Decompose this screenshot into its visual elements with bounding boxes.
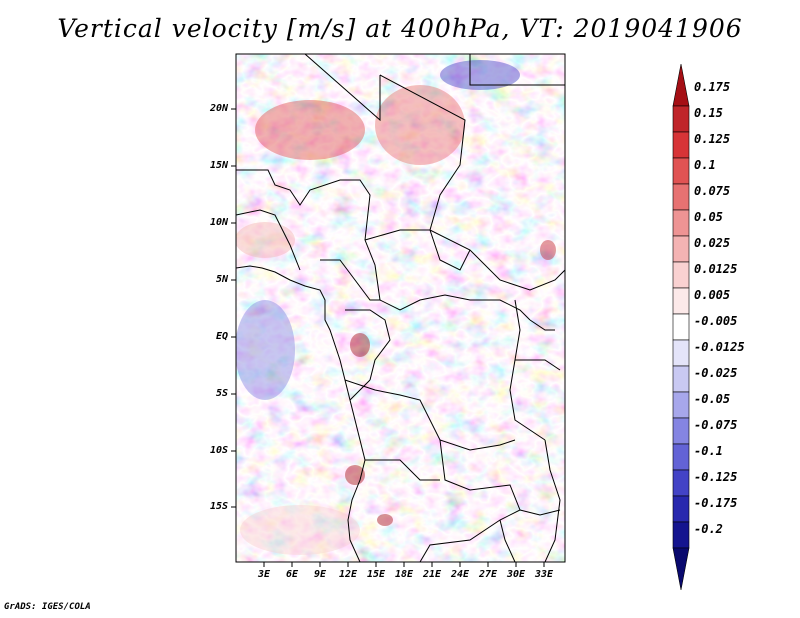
colorbar-label: -0.025 (694, 366, 738, 380)
lon-label: 18E (394, 569, 414, 580)
colorbar-segment (672, 521, 690, 549)
colorbar-max-arrow (672, 63, 690, 107)
map-panel (235, 53, 566, 563)
lat-label: EQ (215, 331, 228, 342)
colorbar-segment (672, 157, 690, 185)
colorbar-segment (672, 417, 690, 445)
lon-label: 21E (422, 569, 442, 580)
colorbar-label: 0.125 (694, 132, 731, 146)
colorbar-label: 0.075 (694, 184, 731, 198)
west-africa-coastline (236, 265, 366, 562)
lon-label: 24E (450, 569, 470, 580)
lon-label: 6E (285, 569, 299, 580)
lon-label: 12E (338, 569, 358, 580)
colorbar (672, 63, 690, 591)
colorbar-label: 0.05 (694, 210, 723, 224)
colorbar-label: -0.125 (694, 470, 738, 484)
lat-label: 5N (215, 274, 228, 285)
colorbar-label: 0.15 (694, 106, 723, 120)
colorbar-label: -0.005 (694, 314, 738, 328)
lon-label: 33E (534, 569, 554, 580)
colorbar-segment (672, 287, 690, 315)
colorbar-min-arrow (672, 547, 690, 591)
colorbar-label: 0.175 (694, 80, 731, 94)
colorbar-segment (672, 365, 690, 393)
map-title: Vertical velocity [m/s] at 400hPa, VT: 2… (57, 14, 743, 43)
colorbar-label: 0.025 (694, 236, 731, 250)
colorbar-segment (672, 209, 690, 237)
field-highlights (236, 60, 556, 555)
lon-label: 27E (478, 569, 498, 580)
lon-label: 30E (506, 569, 526, 580)
lat-label: 15N (209, 160, 228, 171)
colorbar-label: -0.2 (694, 522, 723, 536)
colorbar-label: -0.0125 (694, 340, 745, 354)
colorbar-label: 0.1 (694, 158, 716, 172)
colorbar-segment (672, 443, 690, 471)
vertical-velocity-field (236, 54, 565, 562)
colorbar-segment (672, 313, 690, 341)
grads-credit: GrADS: IGES/COLA (4, 602, 91, 612)
lat-label: 5S (215, 388, 228, 399)
map-frame (235, 53, 566, 563)
colorbar-segment (672, 183, 690, 211)
colorbar-label: -0.075 (694, 418, 738, 432)
colorbar-label: 0.005 (694, 288, 731, 302)
colorbar-segment (672, 391, 690, 419)
colorbar-segment (672, 105, 690, 133)
colorbar-segment (672, 131, 690, 159)
colorbar-segment (672, 339, 690, 367)
colorbar-label: -0.1 (694, 444, 723, 458)
lat-label: 15S (209, 501, 228, 512)
lon-label: 3E (257, 569, 271, 580)
country-borders (236, 54, 565, 562)
lon-label: 15E (366, 569, 386, 580)
lat-label: 10S (209, 445, 228, 456)
colorbar-label: -0.05 (694, 392, 731, 406)
colorbar-segment (672, 469, 690, 497)
axis-ticks (231, 108, 545, 567)
colorbar-label: -0.175 (694, 496, 738, 510)
colorbar-label: 0.0125 (694, 262, 738, 276)
colorbar-segment (672, 261, 690, 289)
colorbar-segment (672, 235, 690, 263)
colorbar-segment (672, 495, 690, 523)
lon-label: 9E (313, 569, 327, 580)
lat-label: 20N (209, 103, 228, 114)
lat-label: 10N (209, 217, 228, 228)
